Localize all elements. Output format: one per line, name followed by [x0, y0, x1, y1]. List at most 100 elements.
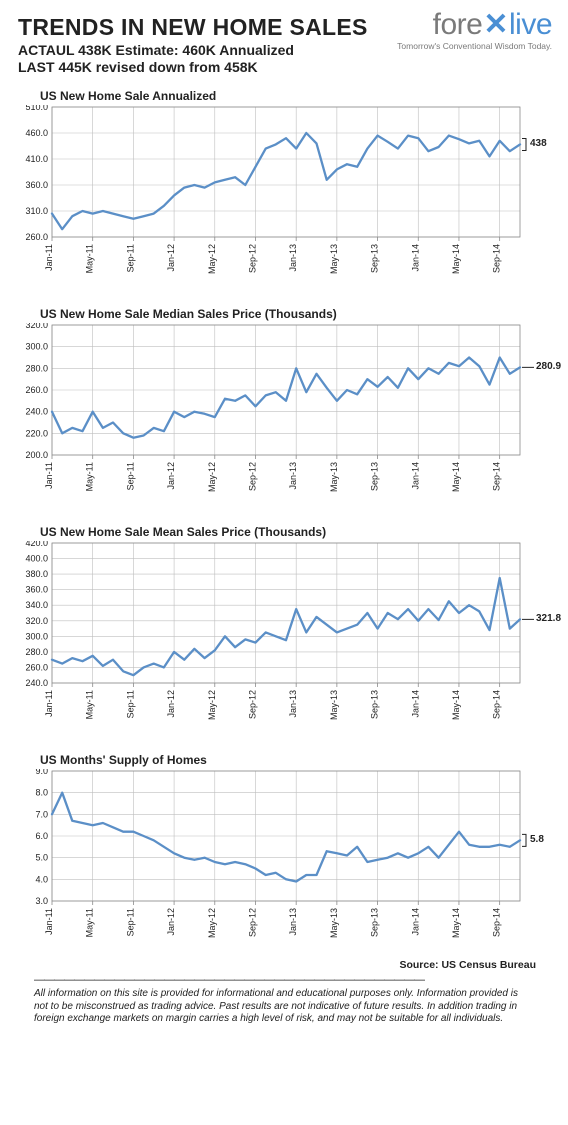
- x-tick-label: Jan-11: [44, 690, 54, 717]
- x-tick-label: May-13: [329, 244, 339, 274]
- header: TRENDS IN NEW HOME SALES ACTAUL 438K Est…: [0, 0, 568, 81]
- disclaimer-separator: ———————————————————————————————————————: [0, 971, 568, 986]
- line-chart: 240.0 260.0 280.0 300.0 320.0 340.0 360.0 380.0…: [10, 541, 558, 727]
- x-tick-label: Sep-12: [247, 244, 257, 273]
- x-tick-label: May-12: [207, 462, 217, 492]
- x-tick-label: May-13: [329, 690, 339, 720]
- chart-title: US Months' Supply of Homes: [40, 753, 558, 767]
- chart-title: US New Home Sale Median Sales Price (Tho…: [40, 307, 558, 321]
- y-tick-label: 9.0: [35, 769, 48, 776]
- y-tick-label: 220.0: [25, 428, 48, 438]
- x-tick-label: Jan-12: [166, 244, 176, 272]
- y-tick-label: 200.0: [25, 450, 48, 460]
- y-tick-label: 360.0: [25, 585, 48, 595]
- x-tick-label: Sep-12: [247, 908, 257, 937]
- x-tick-label: May-12: [207, 244, 217, 274]
- x-tick-label: May-11: [85, 690, 95, 719]
- y-tick-label: 460.0: [25, 128, 48, 138]
- x-tick-label: Sep-13: [370, 244, 380, 273]
- x-tick-label: May-14: [451, 462, 461, 492]
- subtitle-2: LAST 445K revised down from 458K: [18, 59, 550, 75]
- x-tick-label: Jan-14: [410, 908, 420, 936]
- x-tick-label: Sep-11: [125, 908, 135, 936]
- x-tick-label: Sep-14: [492, 244, 502, 273]
- y-tick-label: 320.0: [25, 323, 48, 330]
- y-tick-label: 4.0: [35, 874, 48, 884]
- x-tick-label: May-12: [207, 690, 217, 720]
- y-tick-label: 420.0: [25, 541, 48, 548]
- x-tick-label: May-14: [451, 244, 461, 274]
- y-tick-label: 300.0: [25, 631, 48, 641]
- y-tick-label: 340.0: [25, 600, 48, 610]
- y-tick-label: 8.0: [35, 788, 48, 798]
- y-tick-label: 260.0: [25, 662, 48, 672]
- y-tick-label: 320.0: [25, 616, 48, 626]
- y-tick-label: 5.0: [35, 853, 48, 863]
- x-tick-label: May-14: [451, 908, 461, 938]
- y-tick-label: 400.0: [25, 554, 48, 564]
- end-value-label: 280.9: [536, 361, 561, 372]
- x-tick-label: Jan-14: [410, 462, 420, 490]
- x-tick-label: May-12: [207, 908, 217, 938]
- y-tick-label: 360.0: [25, 180, 48, 190]
- x-tick-label: Jan-11: [44, 244, 54, 271]
- y-tick-label: 3.0: [35, 896, 48, 906]
- y-tick-label: 380.0: [25, 569, 48, 579]
- chart-block: US New Home Sale Median Sales Price (Tho…: [10, 307, 558, 499]
- x-tick-label: May-13: [329, 462, 339, 492]
- end-value-label: 438: [530, 138, 547, 149]
- x-tick-label: Jan-13: [288, 908, 298, 936]
- chart-block: US Months' Supply of Homes 3.0 4.0 5.0 6.0 7.…: [10, 753, 558, 945]
- brand-logo: fore✕live Tomorrow's Conventional Wisdom…: [382, 10, 552, 51]
- y-tick-label: 7.0: [35, 809, 48, 819]
- x-tick-label: Jan-12: [166, 462, 176, 490]
- x-tick-label: Sep-14: [492, 690, 502, 719]
- x-tick-label: Sep-11: [125, 244, 135, 272]
- x-tick-label: Jan-12: [166, 908, 176, 936]
- data-source: Source: US Census Bureau: [0, 959, 568, 971]
- y-tick-label: 410.0: [25, 154, 48, 164]
- charts-container: US New Home Sale Annualized 260.0 310.0 360…: [0, 81, 568, 945]
- disclaimer-text: All information on this site is provided…: [0, 986, 568, 1036]
- x-tick-label: Sep-14: [492, 462, 502, 491]
- y-tick-label: 310.0: [25, 206, 48, 216]
- logo-text: fore✕live: [382, 10, 552, 40]
- y-tick-label: 240.0: [25, 407, 48, 417]
- y-tick-label: 260.0: [25, 232, 48, 242]
- line-chart: 260.0310.0360.0410.0460.0510.0Jan-11May-…: [10, 105, 558, 281]
- y-tick-label: 240.0: [25, 678, 48, 688]
- x-tick-label: Sep-12: [247, 690, 257, 719]
- x-tick-label: Jan-13: [288, 244, 298, 272]
- y-tick-label: 280.0: [25, 647, 48, 657]
- x-tick-label: May-11: [85, 908, 95, 937]
- x-tick-label: Sep-12: [247, 462, 257, 491]
- x-tick-label: Jan-11: [44, 908, 54, 935]
- end-value-label: 5.8: [530, 834, 544, 845]
- x-tick-label: Jan-14: [410, 244, 420, 272]
- x-tick-label: Jan-12: [166, 690, 176, 718]
- logo-left: fore: [433, 8, 483, 41]
- chart-title: US New Home Sale Annualized: [40, 89, 558, 103]
- chart-block: US New Home Sale Annualized 260.0 310.0 360…: [10, 89, 558, 281]
- chart-block: US New Home Sale Mean Sales Price (Thous…: [10, 525, 558, 727]
- line-chart: 3.0 4.0 5.0 6.0 7.0 8.0 9.0 Jan-11 May-11 Sep-11 J…: [10, 769, 558, 945]
- y-tick-label: 300.0: [25, 342, 48, 352]
- end-value-label: 321.8: [536, 613, 561, 624]
- x-tick-label: May-11: [85, 244, 95, 273]
- chart-title: US New Home Sale Mean Sales Price (Thous…: [40, 525, 558, 539]
- x-tick-label: Jan-13: [288, 462, 298, 490]
- x-tick-label: May-11: [85, 462, 95, 491]
- x-tick-label: Sep-11: [125, 690, 135, 718]
- x-tick-label: Sep-11: [125, 462, 135, 490]
- x-tick-label: Sep-13: [370, 908, 380, 937]
- y-tick-label: 6.0: [35, 831, 48, 841]
- x-tick-label: Sep-13: [370, 690, 380, 719]
- logo-right: live: [509, 8, 552, 41]
- x-tick-label: Sep-14: [492, 908, 502, 937]
- x-tick-label: May-14: [451, 690, 461, 720]
- x-tick-label: Jan-14: [410, 690, 420, 718]
- x-tick-label: Jan-13: [288, 690, 298, 718]
- y-tick-label: 260.0: [25, 385, 48, 395]
- x-tick-label: Sep-13: [370, 462, 380, 491]
- logo-x-icon: ✕: [482, 8, 509, 41]
